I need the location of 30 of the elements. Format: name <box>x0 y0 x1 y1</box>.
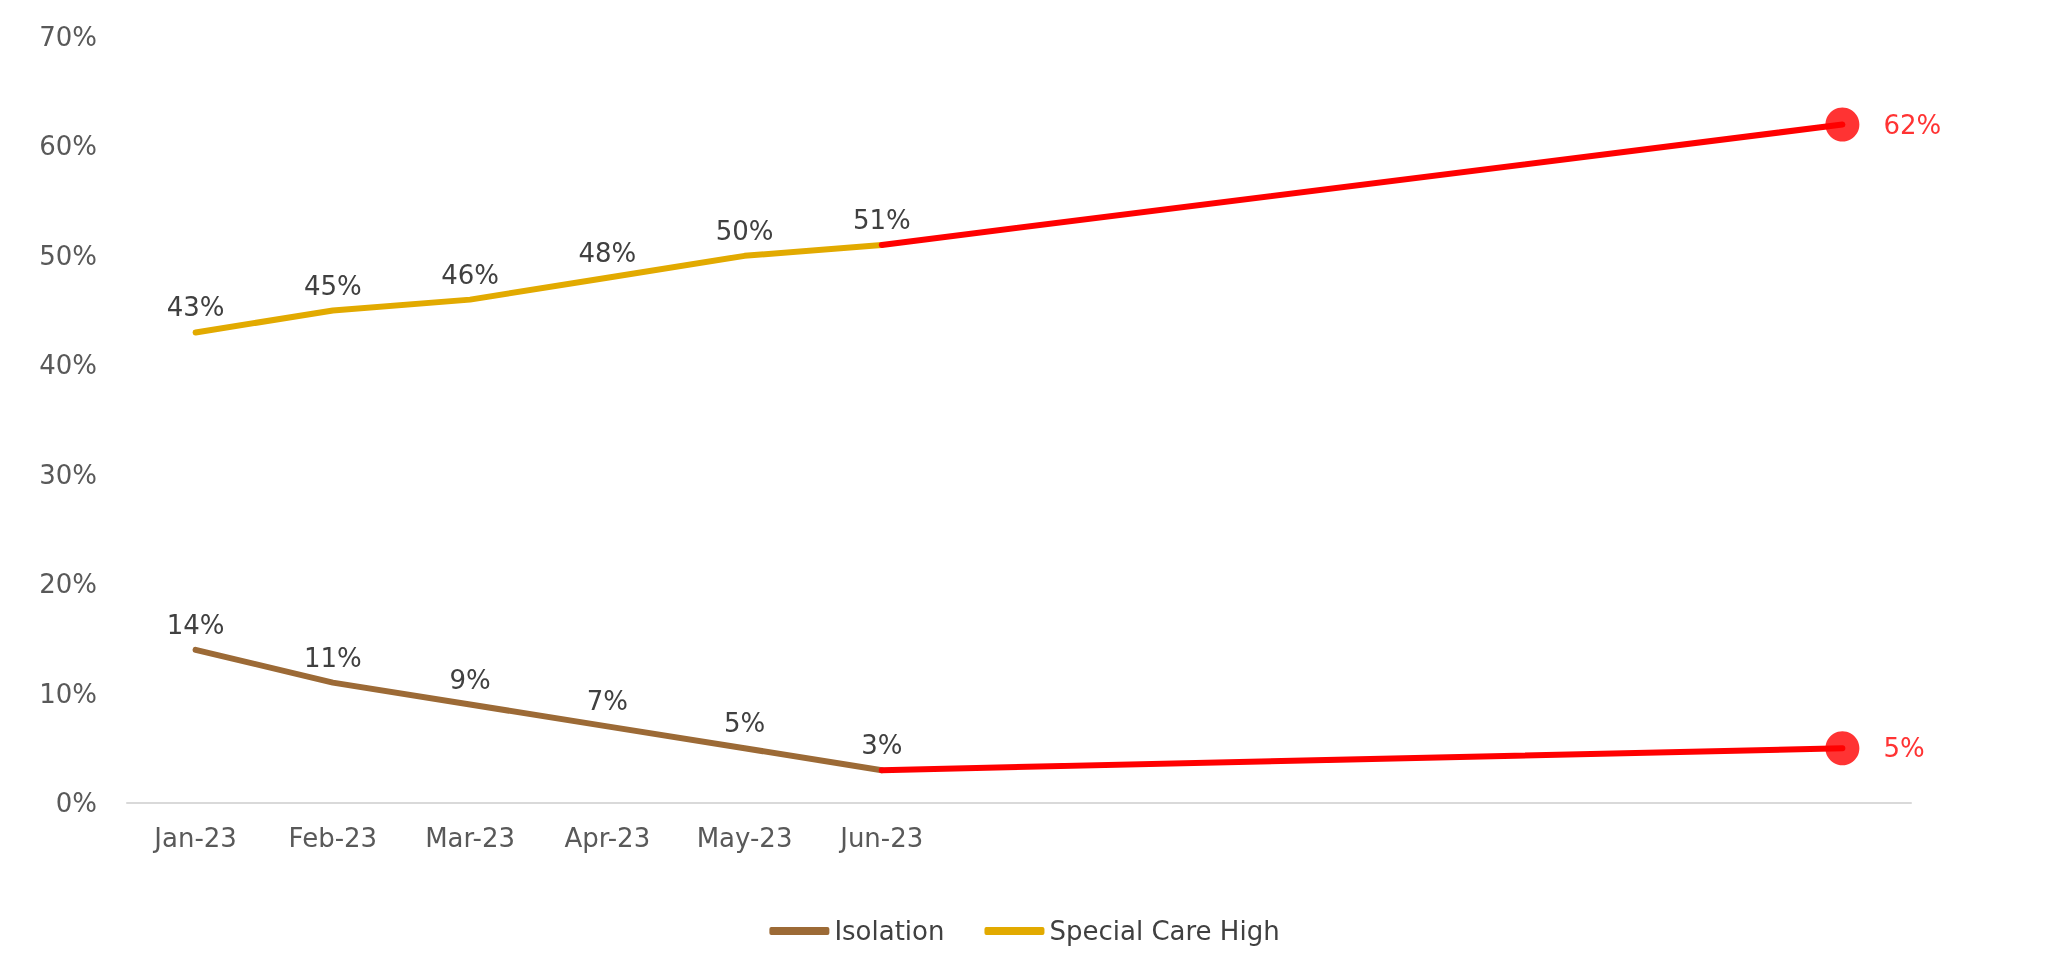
data-label: 5% <box>1883 733 1925 764</box>
data-label: 50% <box>715 215 774 246</box>
x-tick-label: Mar-23 <box>425 823 516 853</box>
y-tick-label: 40% <box>39 350 97 381</box>
y-tick-label: 60% <box>39 131 97 162</box>
x-tick-label: Apr-23 <box>564 823 651 853</box>
data-label: 46% <box>441 259 499 290</box>
data-label: 5% <box>723 708 766 739</box>
x-tick-label: Feb-23 <box>288 823 378 853</box>
data-label: 11% <box>303 642 362 673</box>
data-label: 9% <box>449 664 491 695</box>
data-label: 43% <box>166 292 225 323</box>
y-tick-label: 0% <box>55 788 97 818</box>
data-label: 14% <box>166 609 225 640</box>
data-label: 3% <box>861 730 903 761</box>
legend-label: Special Care High <box>1049 916 1280 946</box>
data-label: 62% <box>1883 109 1942 140</box>
data-label: 45% <box>303 270 362 301</box>
y-tick-label: 20% <box>39 569 97 600</box>
y-tick-label: 30% <box>39 459 97 490</box>
y-tick-label: 70% <box>39 22 97 52</box>
y-tick-label: 10% <box>39 678 97 709</box>
x-tick-label: Jan-23 <box>152 823 237 853</box>
data-label: 48% <box>578 237 637 268</box>
legend-label: Isolation <box>834 916 945 946</box>
x-tick-label: May-23 <box>696 823 793 853</box>
data-label: 51% <box>852 204 911 235</box>
x-tick-label: Jun-23 <box>838 823 924 853</box>
data-label: 7% <box>586 686 628 717</box>
y-tick-label: 50% <box>39 240 97 271</box>
